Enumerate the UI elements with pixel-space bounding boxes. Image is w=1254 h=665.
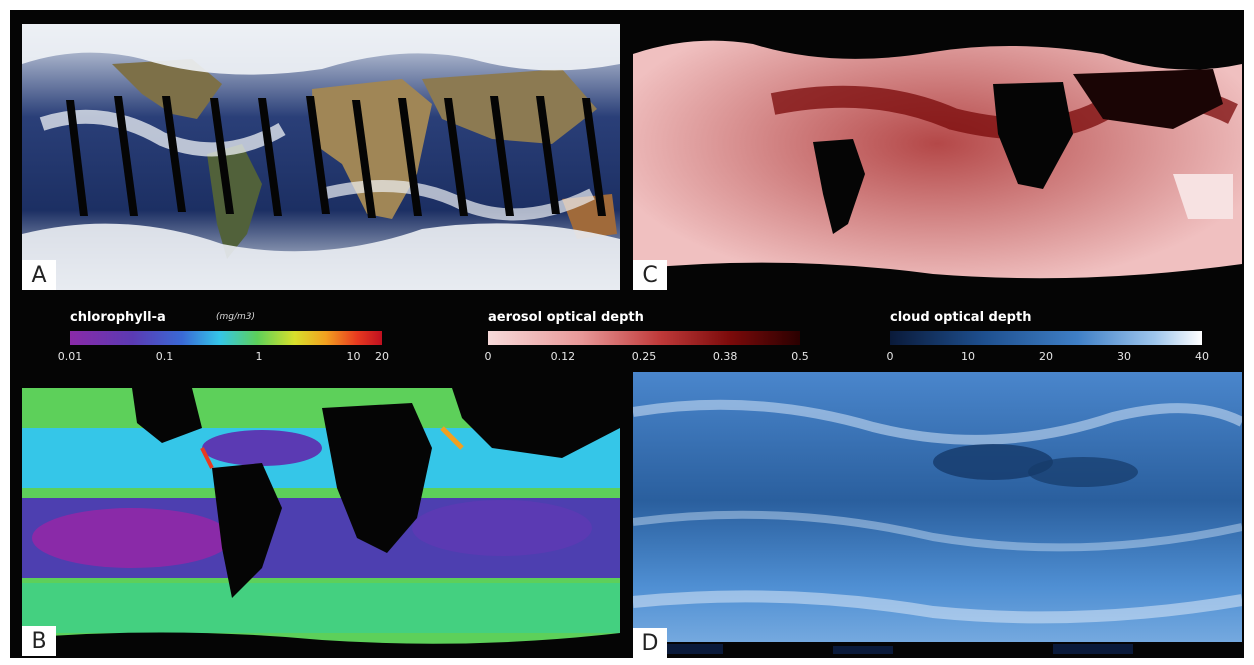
legend-tick-label: 30 bbox=[1117, 350, 1131, 363]
aerosol-map-graphic bbox=[633, 24, 1242, 290]
aerosol-tick-labels: 0 0.12 0.25 0.38 0.5 bbox=[484, 350, 809, 366]
cloud-tick-labels: 0 10 20 30 40 bbox=[886, 350, 1210, 366]
chlorophyll-colorbar bbox=[70, 331, 382, 345]
panel-c-aerosol-map: C bbox=[633, 24, 1242, 290]
panel-b-chlorophyll-map: B bbox=[22, 388, 620, 656]
figure-frame: A C bbox=[10, 10, 1244, 658]
legend-unit: (mg/m3) bbox=[216, 312, 256, 322]
legend-tick-label: 10 bbox=[346, 350, 361, 363]
legend-tick-label: 0 bbox=[886, 350, 894, 363]
chlorophyll-tick-labels: 0.01 0.1 1 10 20 bbox=[58, 350, 389, 366]
legend-tick-label: 0.38 bbox=[712, 350, 738, 363]
legend-tick-label: 0.12 bbox=[550, 350, 576, 363]
legend-tick-label: 0.01 bbox=[57, 350, 83, 363]
legend-tick-label: 10 bbox=[961, 350, 975, 363]
panel-label: A bbox=[22, 260, 56, 290]
panel-label: B bbox=[22, 626, 56, 656]
legend-tick-label: 1 bbox=[255, 350, 263, 363]
chlorophyll-map-graphic bbox=[22, 388, 620, 656]
orbit-gap-stripes bbox=[66, 96, 606, 218]
legend-tick-label: 0.25 bbox=[631, 350, 657, 363]
true-color-map-graphic bbox=[22, 24, 620, 290]
legend-tick-label: 0 bbox=[484, 350, 492, 363]
legend-title: chlorophyll-a bbox=[70, 310, 166, 325]
panel-label: C bbox=[633, 260, 667, 290]
legend-title: aerosol optical depth bbox=[488, 310, 644, 325]
panel-d-cloud-optical-depth-map: D bbox=[633, 372, 1242, 658]
legend-tick-label: 0.1 bbox=[155, 350, 174, 363]
panel-label: D bbox=[633, 628, 667, 658]
cloud-colorbar bbox=[890, 331, 1202, 345]
legend-tick-label: 20 bbox=[375, 350, 389, 363]
legend-tick-label: 20 bbox=[1039, 350, 1053, 363]
legend-tick-label: 0.5 bbox=[791, 350, 809, 363]
legend-tick-label: 40 bbox=[1195, 350, 1209, 363]
cloud-optical-depth-map-graphic bbox=[633, 372, 1242, 658]
legend-title: cloud optical depth bbox=[890, 310, 1032, 325]
panel-a-true-color-map: A bbox=[22, 24, 620, 290]
aerosol-colorbar bbox=[488, 331, 800, 345]
